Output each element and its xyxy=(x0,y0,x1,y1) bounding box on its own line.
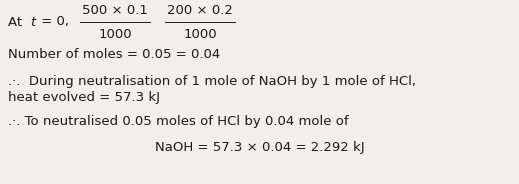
Text: heat evolved = 57.3 kJ: heat evolved = 57.3 kJ xyxy=(8,91,160,105)
Text: Number of moles = 0.05 = 0.04: Number of moles = 0.05 = 0.04 xyxy=(8,49,220,61)
Text: At: At xyxy=(8,15,26,29)
Text: 200 × 0.2: 200 × 0.2 xyxy=(167,3,233,17)
Text: .·.  During neutralisation of 1 mole of NaOH by 1 mole of HCl,: .·. During neutralisation of 1 mole of N… xyxy=(8,75,416,89)
Text: NaOH = 57.3 × 0.04 = 2.292 kJ: NaOH = 57.3 × 0.04 = 2.292 kJ xyxy=(155,141,365,155)
Text: 1000: 1000 xyxy=(183,29,217,42)
Text: 500 × 0.1: 500 × 0.1 xyxy=(82,3,148,17)
Text: .·. To neutralised 0.05 moles of HCl by 0.04 mole of: .·. To neutralised 0.05 moles of HCl by … xyxy=(8,116,349,128)
Text: t: t xyxy=(30,15,35,29)
Text: 1000: 1000 xyxy=(98,29,132,42)
Text: = 0,: = 0, xyxy=(37,15,69,29)
